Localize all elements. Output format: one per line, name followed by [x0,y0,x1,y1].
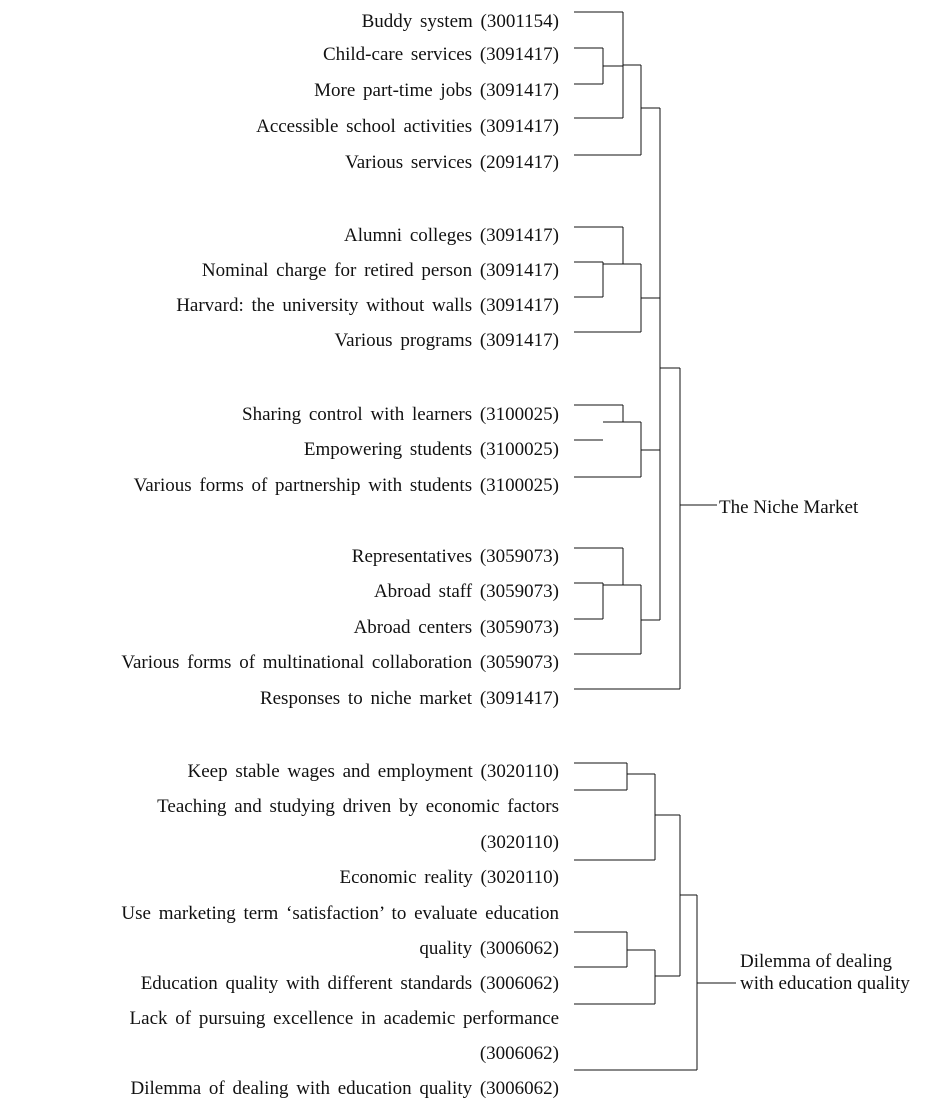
item-satisfaction-line1: Use marketing term ‘satisfaction’ to eva… [121,903,559,924]
item-abroad-centers: Abroad centers (3059073) [353,617,559,638]
item-economic-factors-line1: Teaching and studying driven by economic… [157,796,559,817]
item-stable-wages: Keep stable wages and employment (302011… [187,761,559,782]
group-label-quality-line1: Dilemma of dealing [740,951,892,972]
item-various-programs: Various programs (3091417) [334,330,559,351]
item-more-part-time-jobs: More part-time jobs (3091417) [314,80,559,101]
group-label-niche-market: The Niche Market [719,497,859,518]
item-excellence-line2: (3006062) [479,1043,559,1064]
item-empowering-students: Empowering students (3100025) [303,439,559,460]
item-responses-to-niche-market: Responses to niche market (3091417) [259,688,559,709]
group-label-quality-line2: with education quality [740,973,910,994]
item-representatives: Representatives (3059073) [351,546,559,567]
item-alumni-colleges: Alumni colleges (3091417) [344,225,559,246]
item-various-services: Various services (2091417) [345,152,559,173]
item-child-care-services: Child-care services (3091417) [322,44,559,65]
item-nominal-charge: Nominal charge for retired person (30914… [201,260,559,281]
item-economic-reality: Economic reality (3020110) [339,867,559,888]
item-abroad-staff: Abroad staff (3059073) [373,581,559,602]
item-partnership-with-students: Various forms of partnership with studen… [133,475,559,496]
item-satisfaction-line2: quality (3006062) [419,938,559,959]
item-multinational-collaboration: Various forms of multinational collabora… [121,652,559,673]
item-harvard: Harvard: the university without walls (3… [176,295,559,316]
item-accessible-school-activities: Accessible school activities (3091417) [256,116,559,137]
item-buddy-system: Buddy system (3001154) [361,11,559,32]
item-economic-factors-line2: (3020110) [480,832,559,853]
item-sharing-control: Sharing control with learners (3100025) [242,404,559,425]
item-excellence-line1: Lack of pursuing excellence in academic … [129,1008,559,1029]
item-dilemma-quality: Dilemma of dealing with education qualit… [130,1078,559,1099]
item-different-standards: Education quality with different standar… [140,973,559,994]
